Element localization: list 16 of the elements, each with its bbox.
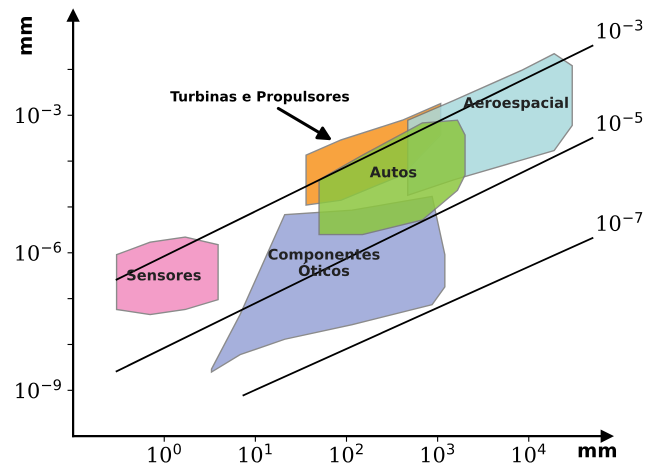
y-tick-label: 10$^{−9}$ (16, 379, 61, 398)
y-tick-label: 10$^{−6}$ (16, 242, 62, 261)
x-axis-title: mm (578, 446, 616, 458)
x-tick-label: 10$^{4}$ (512, 444, 546, 463)
y-axis-title: mm (20, 17, 32, 54)
annotation: 10$^{−7}$ (598, 212, 642, 232)
y-tick-label: 10$^{−3}$ (16, 104, 61, 124)
annotation: Autos (370, 166, 416, 178)
annotation: 10$^{−5}$ (598, 112, 642, 131)
annotation: Sensores (127, 270, 201, 281)
x-tick-label: 10$^{1}$ (240, 444, 272, 463)
x-tick-label: 10$^{3}$ (422, 443, 454, 463)
annotation: Turbinas e Propulsores (170, 90, 350, 104)
x-tick-label: 10$^{2}$ (330, 443, 363, 463)
x-tick-label: 10$^{0}$ (148, 443, 181, 463)
annotation: 10$^{−3}$ (598, 20, 642, 39)
